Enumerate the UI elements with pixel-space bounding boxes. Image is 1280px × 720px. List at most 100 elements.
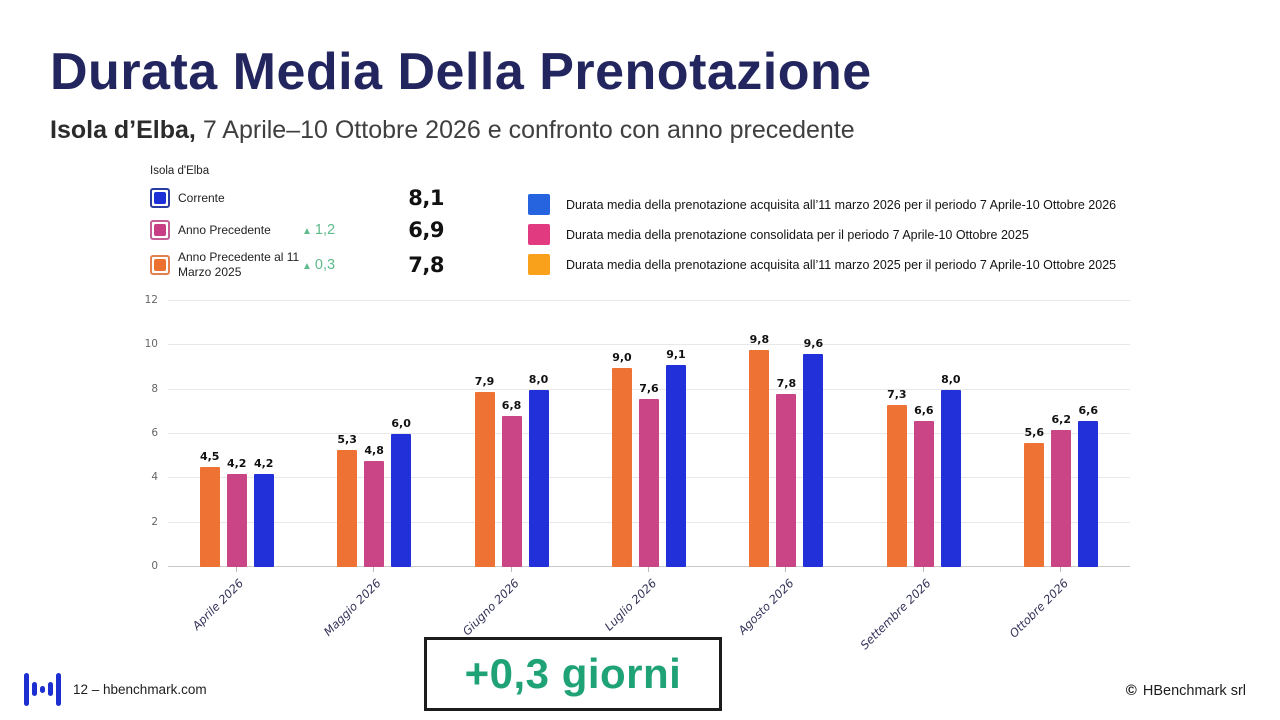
x-axis-cell: Giugno 2026 xyxy=(443,567,580,639)
bar-value-label: 8,0 xyxy=(528,372,549,386)
x-axis-label: Settembre 2026 xyxy=(857,576,934,653)
hbenchmark-logo-icon xyxy=(24,672,61,706)
bar: 9,6 xyxy=(803,337,824,567)
stats-row-value: 6,9 xyxy=(408,218,444,242)
bar: 5,6 xyxy=(1024,426,1045,567)
bar: 6,0 xyxy=(391,417,412,567)
legend-item-text: Durata media della prenotazione acquisit… xyxy=(566,257,1117,272)
y-axis-tick-label: 10 xyxy=(144,338,158,351)
bar: 6,8 xyxy=(501,399,522,567)
x-axis-label: Agosto 2026 xyxy=(735,576,797,638)
bar: 4,2 xyxy=(253,457,274,567)
up-triangle-icon: ▲ xyxy=(302,226,312,237)
bar-group: 7,3 6,6 8,0 xyxy=(855,301,992,567)
x-axis-label: Luglio 2026 xyxy=(601,576,659,634)
bar-value-label: 9,0 xyxy=(612,350,632,364)
x-axis-cell: Ottobre 2026 xyxy=(993,567,1130,641)
bar-value-label: 6,2 xyxy=(1051,412,1071,426)
stats-row-delta: ▲ 0,3 xyxy=(302,257,336,273)
x-axis-tick xyxy=(1060,567,1062,572)
bar: 7,9 xyxy=(474,375,495,567)
legend-swatch-icon xyxy=(528,254,550,275)
bar-value-label: 4,2 xyxy=(226,456,247,470)
bar: 6,6 xyxy=(913,404,934,567)
legend-item: Durata media della prenotazione consolid… xyxy=(528,224,1116,245)
y-axis-tick-label: 12 xyxy=(144,294,158,306)
stats-row-label: Corrente xyxy=(178,190,225,205)
up-triangle-icon: ▲ xyxy=(302,261,312,272)
bar: 4,2 xyxy=(226,457,247,567)
bar-value-label: 4,5 xyxy=(199,450,220,464)
x-axis-label: Aprile 2026 xyxy=(189,576,247,633)
legend-item-text: Durata media della prenotazione consolid… xyxy=(566,227,1029,242)
y-axis-tick-label: 0 xyxy=(151,560,158,572)
bar-value-label: 6,6 xyxy=(914,403,934,417)
stats-row: Corrente 8,1 xyxy=(150,186,450,210)
y-axis-tick-label: 8 xyxy=(151,382,158,395)
bar-value-label: 7,9 xyxy=(474,374,495,388)
blue-series-swatch-icon xyxy=(150,188,170,208)
subtitle-location: Isola d’Elba, xyxy=(50,116,196,144)
bar-value-label: 9,1 xyxy=(666,348,686,362)
highlight-box: +0,3 giorni xyxy=(424,637,722,711)
bar: 9,1 xyxy=(665,348,686,567)
bar: 5,3 xyxy=(337,433,358,567)
x-axis-tick xyxy=(373,567,375,572)
x-axis-tick xyxy=(647,567,649,572)
bar: 8,0 xyxy=(940,373,961,567)
x-axis-cell: Settembre 2026 xyxy=(855,567,992,652)
bar-value-label: 7,6 xyxy=(639,381,659,395)
bar: 7,6 xyxy=(638,382,659,567)
x-axis-cell: Agosto 2026 xyxy=(718,567,855,639)
chart-legend: Durata media della prenotazione acquisit… xyxy=(528,194,1116,284)
x-axis-tick xyxy=(922,567,924,572)
bar-group: 9,0 7,6 9,1 xyxy=(580,301,717,567)
bar-value-label: 6,0 xyxy=(391,417,411,430)
legend-item: Durata media della prenotazione acquisit… xyxy=(528,194,1116,215)
bar-group: 7,9 6,8 8,0 xyxy=(443,301,580,567)
bar: 7,8 xyxy=(776,377,797,567)
footer-page-url: 12 – hbenchmark.com xyxy=(73,681,207,697)
bar-value-label: 6,8 xyxy=(501,399,522,413)
bar-chart: 0 2 4 6 8 10 12 4,5 4,2 4,2 5,3 4,8 6,0 7,9 6,8 8,0 9,0 7… xyxy=(145,294,1130,652)
pink-series-swatch-icon xyxy=(150,220,170,240)
bar-value-label: 9,8 xyxy=(749,332,770,346)
bar-value-label: 4,8 xyxy=(364,443,384,457)
legend-swatch-icon xyxy=(528,194,550,215)
subtitle-period: 7 Aprile–10 Ottobre 2026 e confronto con… xyxy=(195,116,855,144)
bar: 7,3 xyxy=(886,388,907,567)
legend-swatch-icon xyxy=(528,224,550,245)
legend-item-text: Durata media della prenotazione acquisit… xyxy=(566,197,1117,212)
page-subtitle: Isola d’Elba, 7 Aprile–10 Ottobre 2026 e… xyxy=(50,116,855,145)
stats-row: Anno Precedente ▲ 1,2 6,9 xyxy=(150,218,450,242)
bars-row: 4,5 4,2 4,2 5,3 4,8 6,0 7,9 6,8 8,0 9,0 7,6 9,1 9,8 7… xyxy=(168,301,1130,567)
bar-value-label: 5,6 xyxy=(1024,425,1044,439)
x-axis-cell: Maggio 2026 xyxy=(305,567,442,639)
orange-series-swatch-icon xyxy=(150,255,170,275)
stats-row: Anno Precedente al 11 Marzo 2025 ▲ 0,3 7,8 xyxy=(150,250,450,280)
gridline: 8 xyxy=(151,383,1130,395)
stats-row-value: 7,8 xyxy=(408,253,444,277)
bar-value-label: 7,3 xyxy=(887,388,907,402)
x-axis: Aprile 2026 Maggio 2026 Giugno 2026 Luglio … xyxy=(168,567,1130,652)
stats-row-label: Anno Precedente al 11 Marzo 2025 xyxy=(178,250,300,279)
bar: 6,6 xyxy=(1078,404,1099,567)
footer-copyright: © HBenchmark srl xyxy=(1126,682,1246,699)
x-axis-label: Ottobre 2026 xyxy=(1006,576,1072,641)
y-axis-tick-label: 6 xyxy=(151,427,158,439)
bar-value-label: 8,0 xyxy=(941,372,961,386)
bar: 9,8 xyxy=(749,333,770,567)
y-axis-tick-label: 4 xyxy=(151,471,158,484)
gridline: 10 xyxy=(145,338,1130,350)
bar-value-label: 4,2 xyxy=(253,456,274,470)
bar-group: 4,5 4,2 4,2 xyxy=(168,301,305,567)
copyright-text: HBenchmark srl xyxy=(1142,682,1246,699)
x-axis-tick xyxy=(510,567,512,572)
bar: 4,5 xyxy=(199,450,220,567)
bar-value-label: 5,3 xyxy=(337,432,357,446)
page-title: Durata Media Della Prenotazione xyxy=(50,43,872,101)
x-axis-cell: Aprile 2026 xyxy=(168,567,305,639)
bar-group: 5,6 6,2 6,6 xyxy=(993,301,1130,567)
copyright-icon: © xyxy=(1125,682,1137,699)
y-axis-tick-label: 2 xyxy=(151,515,158,528)
